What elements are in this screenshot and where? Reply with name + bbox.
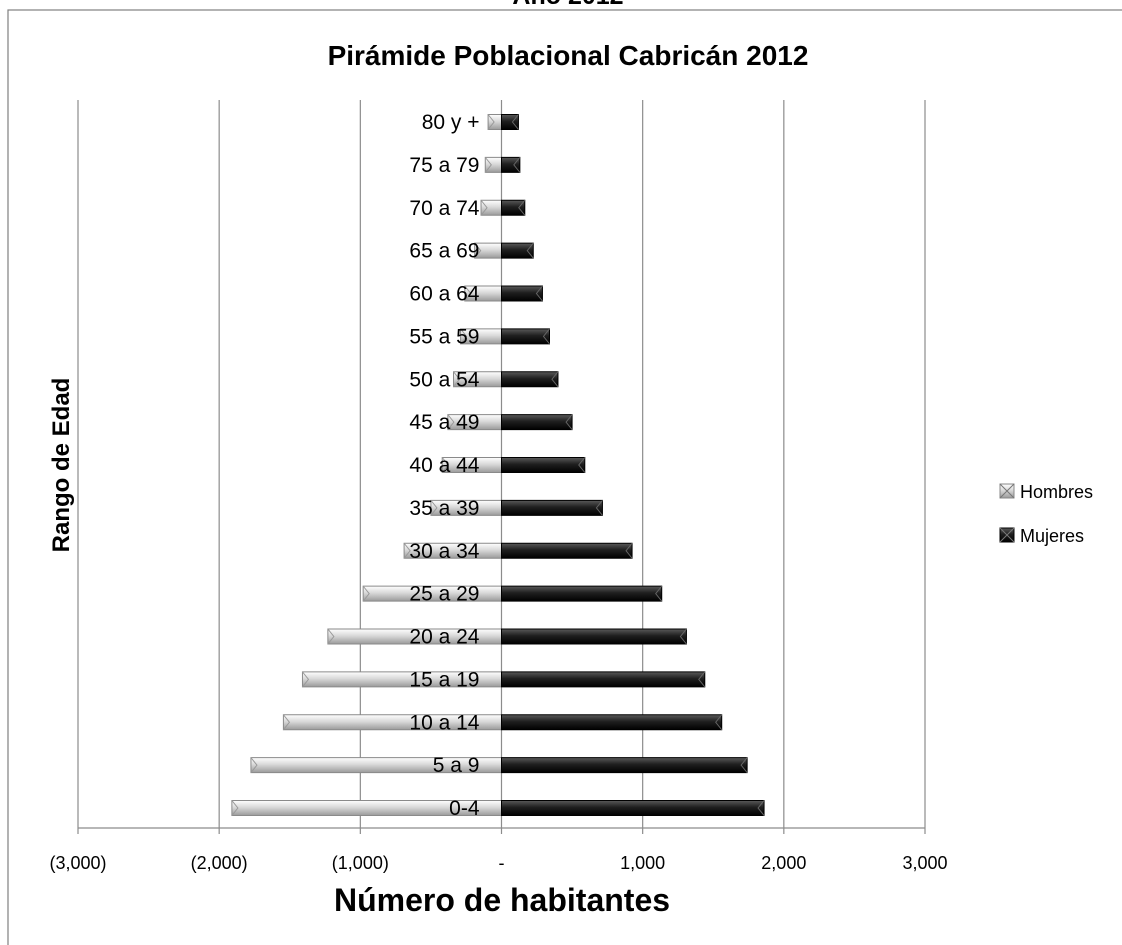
bar-mujeres	[502, 586, 662, 601]
category-label: 65 a 69	[409, 240, 479, 263]
x-tick-label: 2,000	[761, 853, 806, 873]
category-label: 25 a 29	[409, 583, 479, 606]
bar-mujeres	[502, 157, 520, 172]
category-label: 60 a 64	[409, 283, 479, 306]
bar-mujeres	[502, 758, 748, 773]
category-labels: 0-4 5 a 9 10 a 14 15 a 19 20 a 24 25 a 29 30 a…	[409, 111, 479, 820]
x-tick-label: 3,000	[902, 853, 947, 873]
legend: Hombres Mujeres	[1000, 482, 1093, 546]
bars	[232, 115, 764, 816]
category-label: 5 a 9	[433, 754, 480, 777]
category-label: 50 a 54	[409, 368, 479, 391]
category-label: 15 a 19	[409, 668, 479, 691]
bar-hombres	[481, 200, 501, 215]
category-label: 75 a 79	[409, 154, 479, 177]
category-label: 10 a 14	[409, 711, 479, 734]
bar-mujeres	[502, 329, 550, 344]
chart-title: Pirámide Poblacional Cabricán 2012	[328, 40, 809, 71]
bar-mujeres	[502, 543, 633, 558]
legend-item-mujeres: Mujeres	[1000, 526, 1084, 546]
category-label: 45 a 49	[409, 411, 479, 434]
bar-mujeres	[502, 500, 603, 515]
category-label: 70 a 74	[409, 197, 479, 220]
x-tick-label: (3,000)	[49, 853, 106, 873]
category-label: 80 y +	[422, 111, 480, 134]
legend-label-hombres: Hombres	[1020, 482, 1093, 502]
bar-mujeres	[502, 372, 558, 387]
category-label: 0-4	[449, 797, 480, 820]
category-label: 40 a 44	[409, 454, 479, 477]
legend-item-hombres: Hombres	[1000, 482, 1093, 502]
bar-mujeres	[502, 715, 722, 730]
x-axis-title: Número de habitantes	[334, 882, 670, 918]
bar-mujeres	[502, 115, 519, 130]
x-axis: (3,000) (2,000) (1,000) - 1,000 2,000 3,000	[49, 828, 947, 873]
x-tick-label: (1,000)	[332, 853, 389, 873]
category-label: 35 a 39	[409, 497, 479, 520]
bar-mujeres	[502, 200, 525, 215]
x-tick-label: (2,000)	[191, 853, 248, 873]
bar-mujeres	[502, 243, 534, 258]
bar-mujeres	[502, 801, 765, 816]
bar-mujeres	[502, 415, 573, 430]
bar-mujeres	[502, 629, 687, 644]
bar-mujeres	[502, 672, 705, 687]
category-label: 55 a 59	[409, 325, 479, 348]
y-axis-title: Rango de Edad	[48, 378, 75, 553]
outer-title: Año 2012	[512, 0, 623, 10]
legend-label-mujeres: Mujeres	[1020, 526, 1084, 546]
category-label: 20 a 24	[409, 626, 479, 649]
category-label: 30 a 34	[409, 540, 479, 563]
x-tick-label: 1,000	[620, 853, 665, 873]
x-tick-label: -	[499, 853, 505, 873]
bar-mujeres	[502, 458, 585, 473]
